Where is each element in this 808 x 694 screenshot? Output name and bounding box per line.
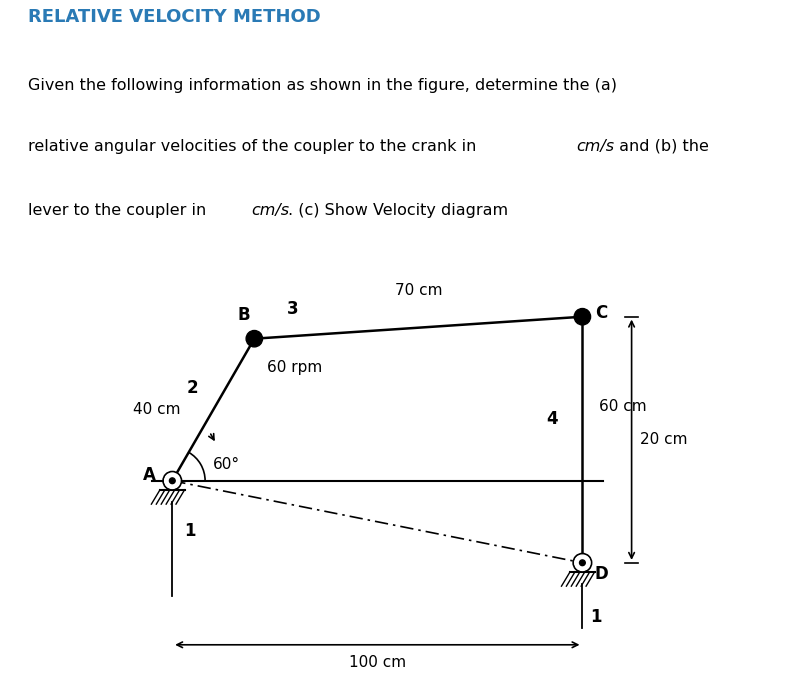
Text: 100 cm: 100 cm xyxy=(349,655,406,670)
Circle shape xyxy=(165,473,180,489)
Text: 60°: 60° xyxy=(213,457,241,472)
Text: . (c) Show Velocity diagram: . (c) Show Velocity diagram xyxy=(288,203,508,218)
Text: D: D xyxy=(595,565,608,583)
Text: cm/s: cm/s xyxy=(251,203,289,218)
Text: lever to the coupler in: lever to the coupler in xyxy=(28,203,212,218)
Text: RELATIVE VELOCITY METHOD: RELATIVE VELOCITY METHOD xyxy=(28,8,321,26)
Text: B: B xyxy=(238,306,250,324)
Text: 60 cm: 60 cm xyxy=(599,400,646,414)
Circle shape xyxy=(574,309,591,325)
Circle shape xyxy=(574,555,590,570)
Text: 70 cm: 70 cm xyxy=(394,283,442,298)
Text: and (b) the: and (b) the xyxy=(614,139,709,154)
Circle shape xyxy=(579,560,585,566)
Text: 40 cm: 40 cm xyxy=(133,403,180,417)
Circle shape xyxy=(170,478,175,484)
Text: 3: 3 xyxy=(287,301,299,318)
Text: 4: 4 xyxy=(546,410,558,428)
Text: 2: 2 xyxy=(187,380,199,398)
Text: Given the following information as shown in the figure, determine the (a): Given the following information as shown… xyxy=(28,78,617,93)
Text: relative angular velocities of the coupler to the crank in: relative angular velocities of the coupl… xyxy=(28,139,482,154)
Circle shape xyxy=(246,330,263,347)
Text: C: C xyxy=(595,303,607,321)
Text: 1: 1 xyxy=(591,608,602,626)
Text: 20 cm: 20 cm xyxy=(640,432,688,447)
Text: 1: 1 xyxy=(184,522,196,540)
Text: A: A xyxy=(143,466,156,484)
Text: 60 rpm: 60 rpm xyxy=(267,360,322,375)
Text: cm/s: cm/s xyxy=(577,139,615,154)
